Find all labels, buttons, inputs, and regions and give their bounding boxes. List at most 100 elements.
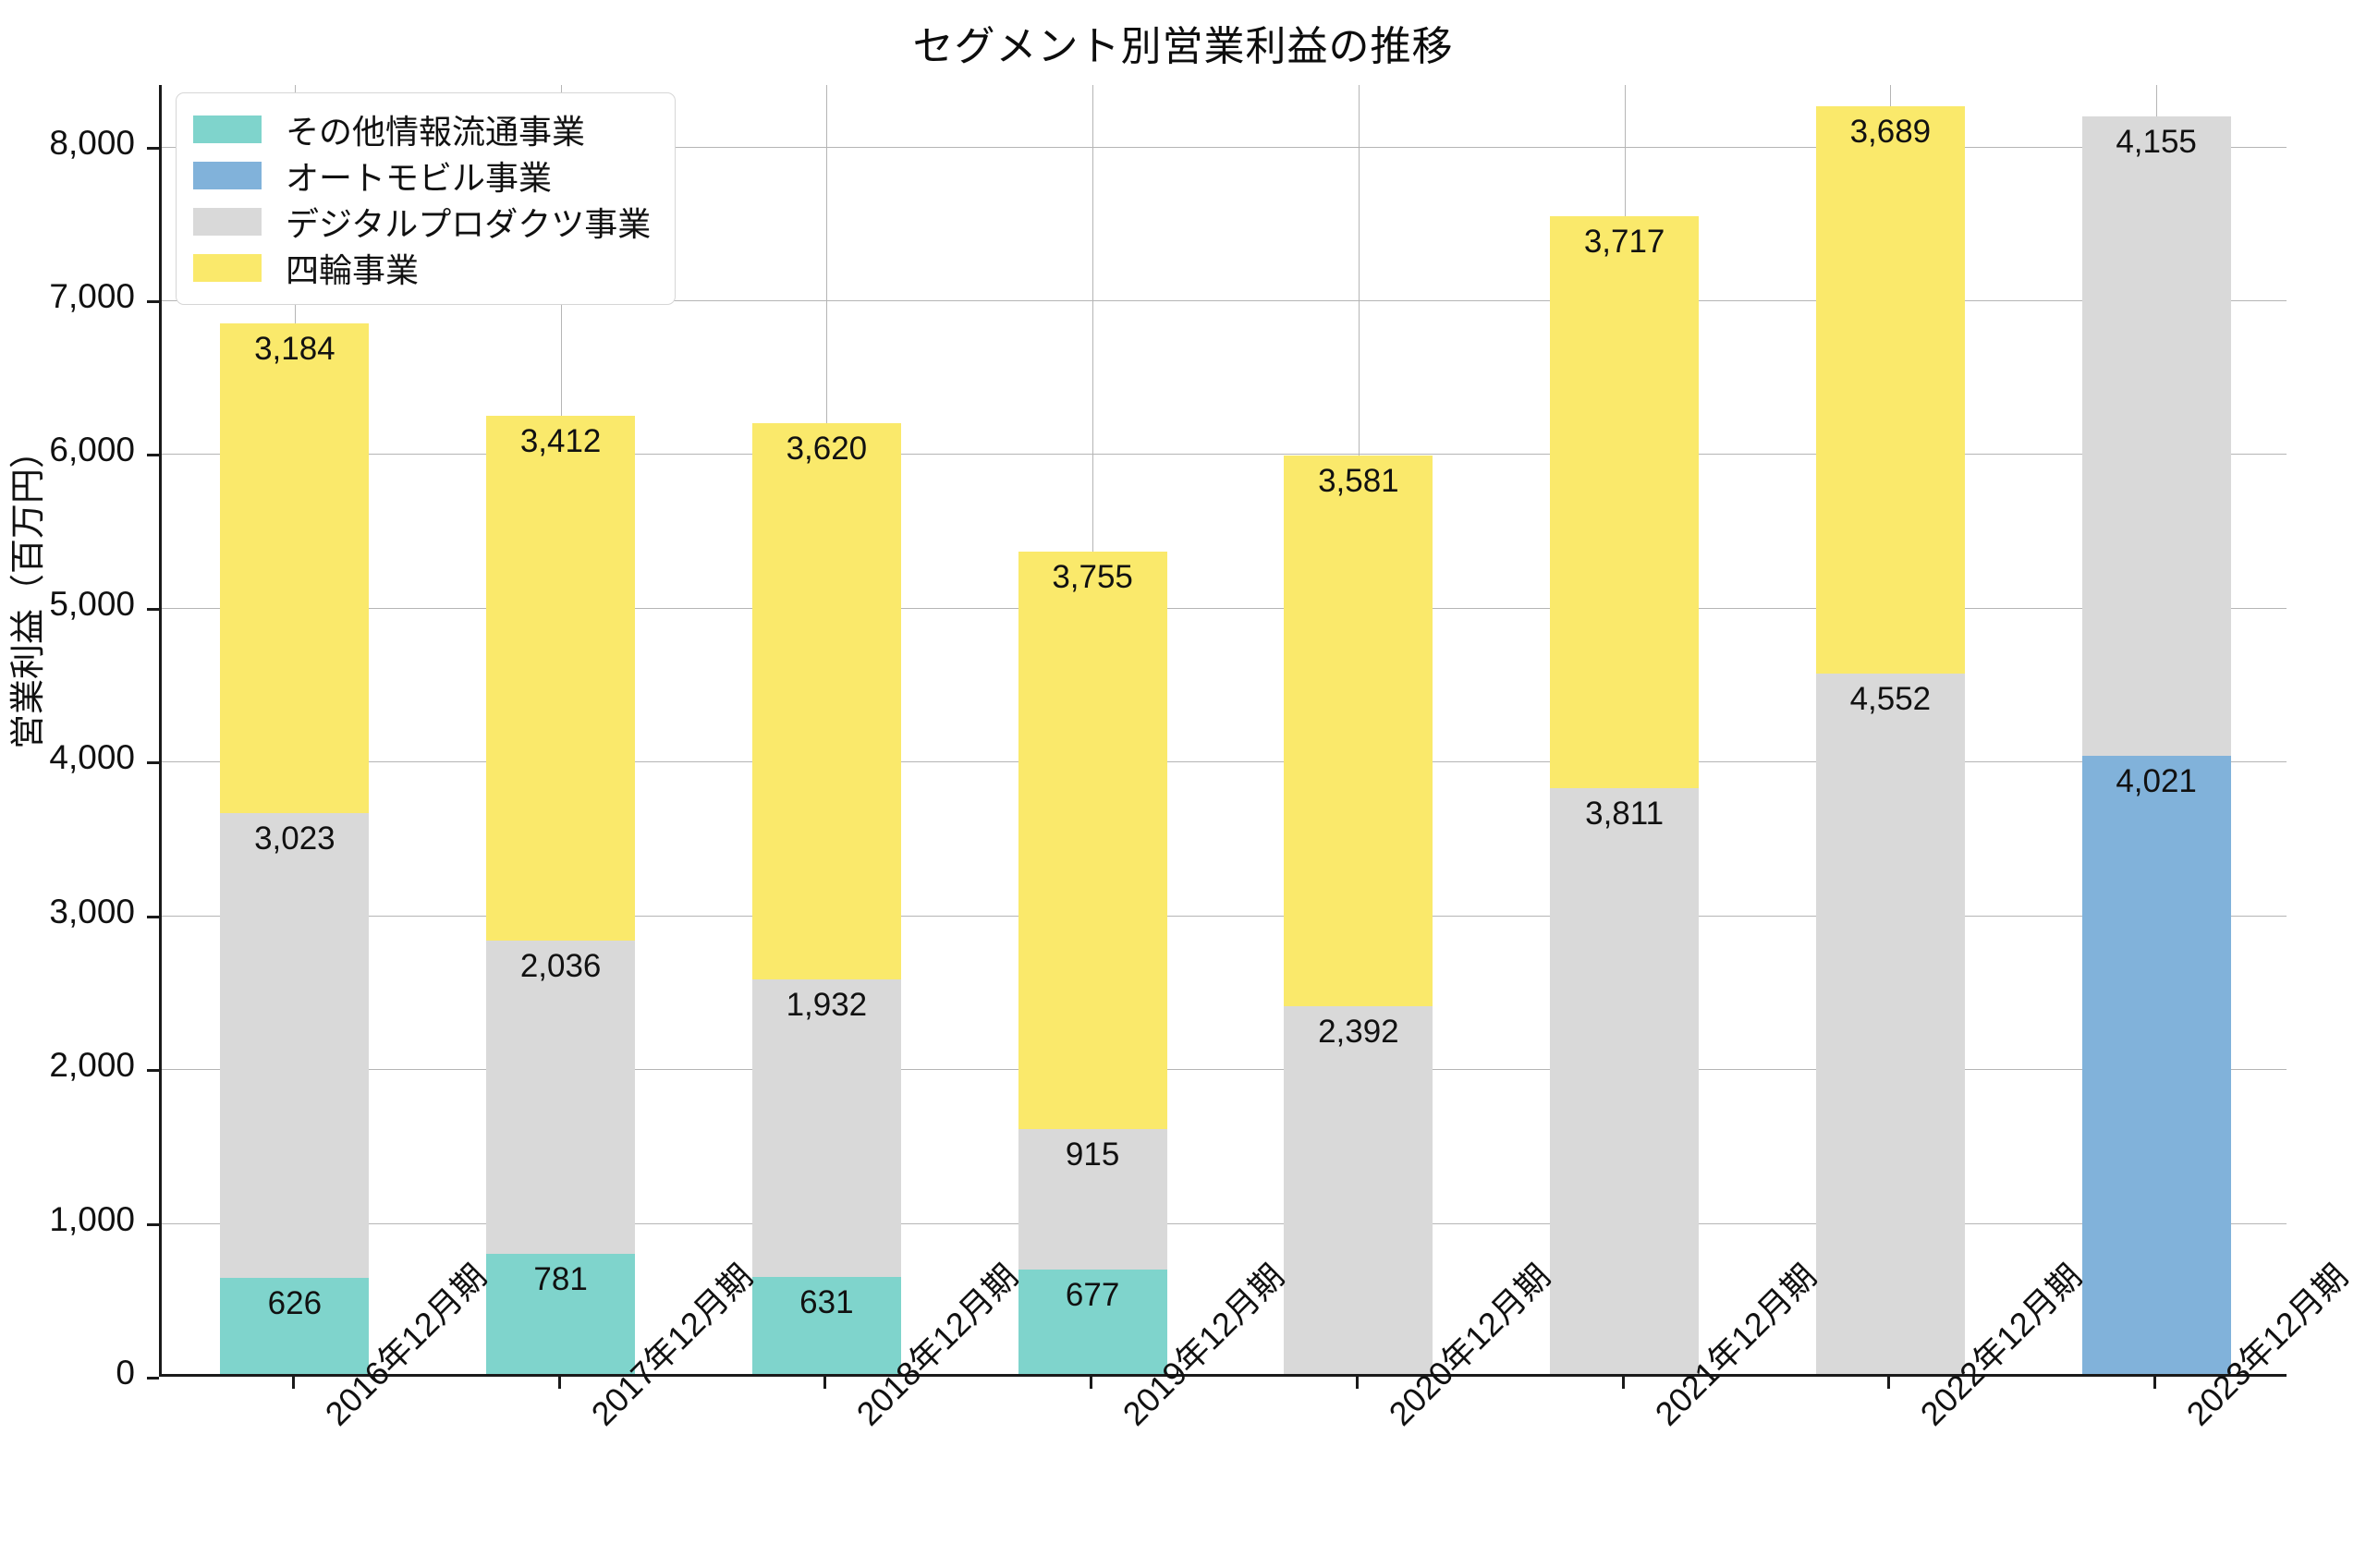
- y-tick-label: 7,000: [49, 277, 135, 315]
- bar-segment[interactable]: 2,392: [1284, 1005, 1433, 1374]
- bar-segment[interactable]: 3,581: [1284, 455, 1433, 1006]
- bar-value-label: 626: [267, 1284, 323, 1321]
- legend-item[interactable]: デジタルプロダクツ事業: [193, 199, 651, 245]
- bar-segment[interactable]: 3,689: [1815, 106, 1965, 675]
- y-tick-label: 0: [116, 1354, 135, 1392]
- bar-segment[interactable]: 677: [1018, 1270, 1167, 1374]
- bar-value-label: 631: [799, 1283, 854, 1320]
- y-gridline: [162, 300, 2287, 301]
- x-tick-mark: [823, 1377, 827, 1389]
- legend-swatch: [193, 208, 262, 236]
- chart-legend[interactable]: その他情報流通事業 オートモビル事業デジタルプロダクツ事業 四輪事業: [176, 92, 677, 305]
- x-tick-mark: [1887, 1377, 1891, 1389]
- chart-title: セグメント別営業利益の推移: [912, 24, 1454, 69]
- bar-group[interactable]: 4,552 3,689: [1815, 82, 1965, 1374]
- bar-group[interactable]: 631 1,932 3,620: [751, 82, 901, 1374]
- y-tick-mark: [147, 146, 159, 150]
- y-gridline: [162, 915, 2287, 917]
- x-tick-label: 2019年12月期: [1115, 1257, 1292, 1433]
- y-tick-label: 8,000: [49, 123, 135, 162]
- bar-value-label: 1,932: [786, 987, 868, 1024]
- x-tick-label: 2017年12月期: [583, 1257, 760, 1433]
- bar-segment[interactable]: 915: [1018, 1129, 1167, 1270]
- bar-value-label: 3,689: [1849, 114, 1932, 151]
- y-tick-label: 4,000: [49, 738, 135, 777]
- bar-value-label: 3,755: [1052, 559, 1133, 596]
- bar-segment[interactable]: 3,811: [1550, 787, 1700, 1374]
- legend-item[interactable]: 四輪事業: [193, 245, 651, 291]
- bar-segment[interactable]: 781: [486, 1254, 636, 1374]
- bar-segment[interactable]: 3,717: [1550, 216, 1700, 788]
- bar-group[interactable]: 2,392 3,581: [1284, 82, 1433, 1374]
- bar-group[interactable]: 677 915 3,755: [1018, 82, 1167, 1374]
- bar-group[interactable]: 781 2,036 3,412: [486, 82, 636, 1374]
- bar-segment[interactable]: 3,755: [1018, 552, 1167, 1130]
- legend-label: 四輪事業: [286, 251, 420, 289]
- bar-value-label: 4,021: [2116, 762, 2197, 799]
- x-tick-label: 2020年12月期: [1381, 1257, 1557, 1433]
- legend-swatch: [193, 254, 262, 282]
- bar-segment[interactable]: 631: [751, 1276, 901, 1374]
- y-tick-label: 3,000: [49, 892, 135, 930]
- y-tick-mark: [147, 300, 159, 303]
- bar-value-label: 2,036: [519, 948, 602, 985]
- bar-segment[interactable]: 4,155: [2081, 116, 2231, 756]
- y-tick-label: 2,000: [49, 1046, 135, 1085]
- x-tick-label: 2018年12月期: [849, 1257, 1026, 1433]
- y-tick-mark: [147, 1377, 159, 1380]
- y-tick-mark: [147, 1069, 159, 1073]
- x-tick-label: 2022年12月期: [1913, 1257, 2090, 1433]
- y-tick-mark: [147, 607, 159, 611]
- bar-segment[interactable]: 4,552: [1815, 674, 1965, 1374]
- legend-swatch: [193, 162, 262, 189]
- bar-segment[interactable]: 3,023: [220, 812, 370, 1278]
- bar-segment[interactable]: 3,620: [751, 422, 901, 980]
- legend-item[interactable]: その他情報流通事業: [193, 106, 651, 152]
- y-tick-mark: [147, 454, 159, 457]
- y-tick-label: 6,000: [49, 431, 135, 469]
- bar-value-label: 3,412: [519, 423, 602, 460]
- bar-group[interactable]: 4,021 4,155: [2081, 82, 2231, 1374]
- bar-value-label: 4,155: [2116, 124, 2197, 161]
- y-gridline: [162, 146, 2287, 148]
- bar-value-label: 3,184: [254, 330, 335, 367]
- y-gridline: [162, 761, 2287, 763]
- bar-value-label: 2,392: [1318, 1013, 1399, 1050]
- x-tick-mark: [2153, 1377, 2157, 1389]
- bar-segment[interactable]: 3,412: [486, 416, 636, 942]
- bar-segment[interactable]: 3,184: [220, 322, 370, 813]
- legend-item[interactable]: オートモビル事業: [193, 152, 651, 199]
- legend-label: その他情報流通事業: [286, 113, 586, 151]
- bar-value-label: 4,552: [1849, 681, 1932, 718]
- bar-value-label: 677: [1065, 1277, 1120, 1314]
- y-gridline: [162, 1222, 2287, 1224]
- x-tick-label: 2021年12月期: [1647, 1257, 1823, 1433]
- bar-value-label: 781: [533, 1261, 588, 1298]
- y-axis-label: 営業利益（百万円）: [9, 432, 48, 750]
- bar-segment[interactable]: 2,036: [486, 941, 636, 1255]
- y-gridline: [162, 1069, 2287, 1071]
- y-tick-label: 5,000: [49, 584, 135, 623]
- bar-value-label: 915: [1065, 1136, 1120, 1173]
- x-tick-mark: [1090, 1377, 1093, 1389]
- x-tick-label: 2016年12月期: [317, 1257, 494, 1433]
- y-tick-label: 1,000: [49, 1199, 135, 1238]
- x-tick-mark: [557, 1377, 561, 1389]
- legend-label: デジタルプロダクツ事業: [286, 205, 652, 243]
- bar-segment[interactable]: 1,932: [751, 979, 901, 1277]
- bar-group[interactable]: 3,811 3,717: [1550, 82, 1700, 1374]
- y-gridline: [162, 454, 2287, 456]
- y-tick-mark: [147, 1222, 159, 1226]
- legend-swatch: [193, 115, 262, 143]
- x-tick-mark: [1621, 1377, 1625, 1389]
- bar-segment[interactable]: 4,021: [2081, 755, 2231, 1374]
- bar-value-label: 3,717: [1583, 224, 1665, 261]
- bar-value-label: 3,811: [1585, 795, 1665, 832]
- bar-segment[interactable]: 626: [220, 1277, 370, 1374]
- bar-value-label: 3,581: [1318, 462, 1399, 499]
- y-gridline: [162, 607, 2287, 609]
- legend-label: オートモビル事業: [286, 159, 553, 197]
- y-tick-mark: [147, 761, 159, 765]
- x-tick-mark: [1355, 1377, 1359, 1389]
